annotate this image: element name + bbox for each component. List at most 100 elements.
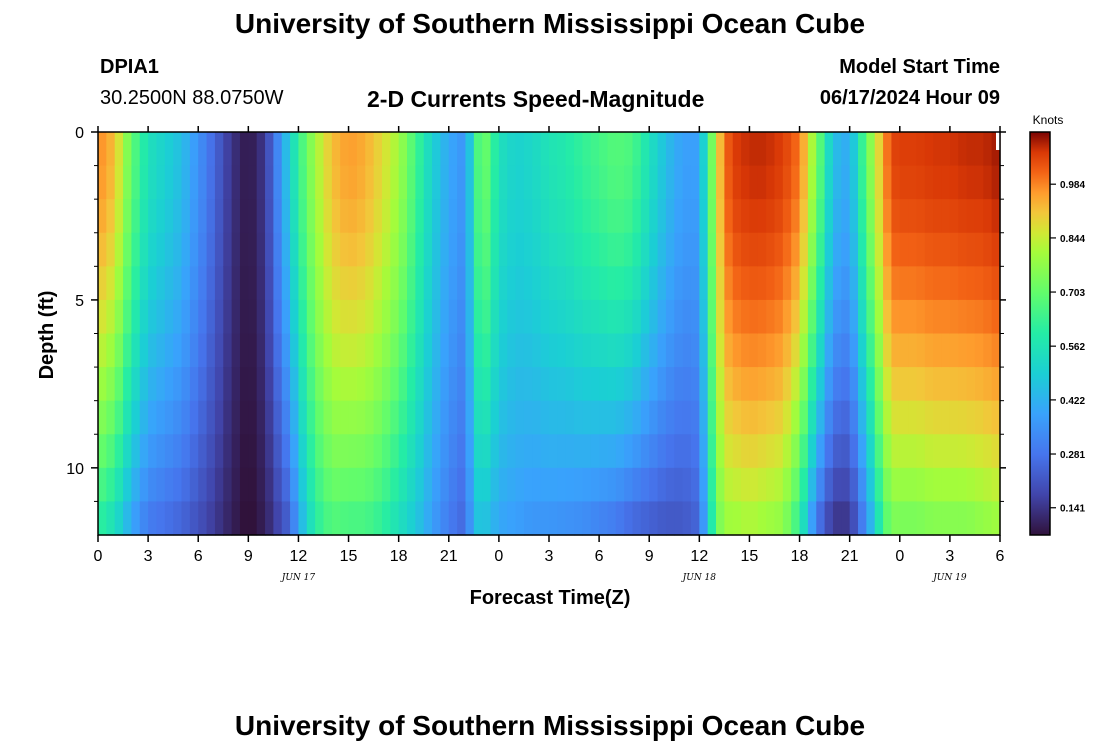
heatmap-cell [156,467,166,503]
heatmap-cell [949,266,959,301]
heatmap-cell [515,400,525,435]
heatmap-cell [248,232,258,267]
heatmap-cell [273,501,283,536]
heatmap-cell [540,501,550,536]
heatmap-cell [682,400,692,435]
model-start-label: Model Start Time [839,56,1000,78]
heatmap-cell [766,501,776,536]
heatmap-cell [916,333,926,368]
heatmap-cell [716,232,725,267]
heatmap-cell [306,199,316,234]
heatmap-cell [365,132,375,167]
heatmap-cell [515,467,525,503]
heatmap-cell [665,266,675,301]
heatmap-cell [590,367,600,402]
heatmap-cell [699,299,709,335]
heatmap-cell [248,333,258,368]
heatmap-cell [941,132,951,167]
heatmap-cell [498,333,508,368]
heatmap-cell [432,199,442,234]
heatmap-cell [407,467,416,503]
heatmap-cell [699,199,709,234]
heatmap-cell [749,467,759,503]
heatmap-cell [908,467,918,503]
heatmap-cell [223,299,233,335]
heatmap-cell [582,501,592,536]
heatmap-cell [323,266,333,301]
heatmap-cell [682,467,692,503]
heatmap-cell [256,400,266,435]
heatmap-cell [298,299,308,335]
heatmap-cell [198,232,208,267]
heatmap-cell [841,400,851,435]
x-tick-label: 18 [390,548,408,565]
heatmap-cell [891,132,901,167]
heatmap-cell [774,232,784,267]
heatmap-cell [933,467,943,503]
heatmap-cell [181,232,191,267]
heatmap-cell [649,199,659,234]
heatmap-cell [256,299,266,335]
heatmap-cell [741,434,751,469]
heatmap-cell [757,132,767,167]
heatmap-cell [515,132,525,167]
heatmap-cell [106,299,116,335]
heatmap-cell [432,266,442,301]
heatmap-cell [164,165,174,200]
heatmap-cell [883,266,893,301]
heatmap-cell [766,434,776,469]
heatmap-cell [983,132,993,167]
heatmap-cell [724,266,734,301]
heatmap-cell [156,400,166,435]
heatmap-cell [899,400,909,435]
heatmap-cell [123,232,133,267]
x-tick-label: 0 [494,548,503,565]
heatmap-cell [649,367,659,402]
heatmap-cell [98,467,107,503]
heatmap-cell [356,467,366,503]
heatmap-cell [607,400,617,435]
heatmap-cell [356,434,366,469]
heatmap-cell [181,467,191,503]
heatmap-cell [98,165,107,200]
heatmap-cell [891,165,901,200]
heatmap-cell [782,232,792,267]
heatmap-cell [457,232,467,267]
heatmap-cell [123,367,133,402]
heatmap-cell [265,199,274,234]
heatmap-cell [223,132,233,167]
heatmap-cell [465,299,475,335]
heatmap-cell [891,467,901,503]
heatmap-cell [807,333,817,368]
heatmap-cell [432,467,442,503]
heatmap-cell [231,501,241,536]
heatmap-cell [749,132,759,167]
colorbar-tick-label: 0.844 [1060,234,1085,245]
heatmap-cell [657,266,667,301]
heatmap-cell [290,400,300,435]
heatmap-cell [482,367,492,402]
heatmap-cell [841,132,851,167]
heatmap-cell [231,232,241,267]
heatmap-cell [390,434,400,469]
heatmap-cell [933,367,943,402]
heatmap-cell [173,132,183,167]
heatmap-cell [540,132,550,167]
heatmap-cell [866,333,876,368]
heatmap-cell [114,165,124,200]
heatmap-cell [131,333,141,368]
heatmap-cell [298,367,308,402]
heatmap-cell [148,299,158,335]
heatmap-cell [958,165,968,200]
heatmap-cell [340,400,350,435]
heatmap-cell [373,165,383,200]
heatmap-cell [849,467,859,503]
heatmap-cell [415,467,425,503]
heatmap-cell [557,367,567,402]
heatmap-cell [908,232,918,267]
heatmap-cell [757,501,767,536]
heatmap-cell [574,467,584,503]
heatmap-cell [933,333,943,368]
heatmap-cell [782,333,792,368]
heatmap-cell [498,299,508,335]
